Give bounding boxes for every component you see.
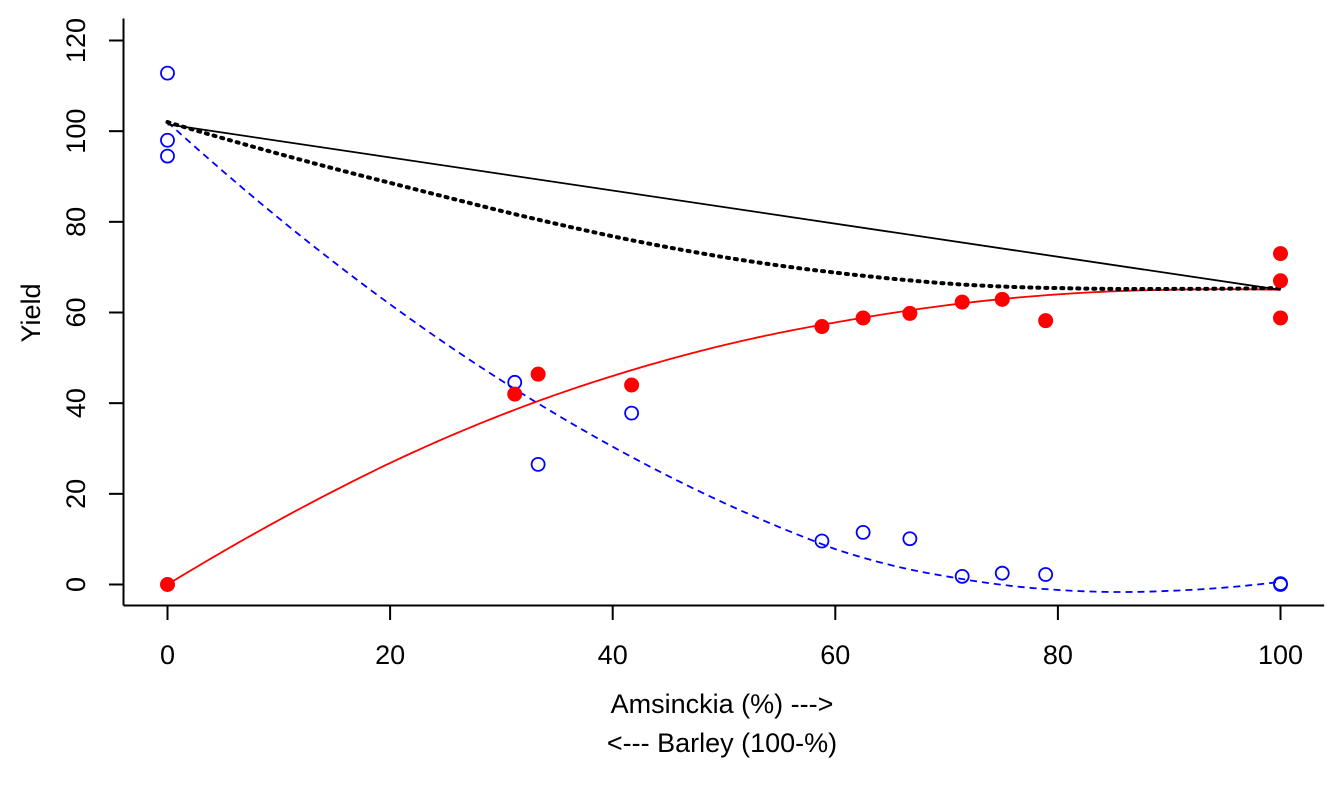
plot-points (160, 65, 1288, 592)
y-tick-label: 100 (61, 109, 91, 154)
amsinckia-point (507, 386, 523, 402)
barley-point (160, 132, 175, 148)
x-axis-label: Amsinckia (%) ---> (611, 689, 834, 719)
amsinckia-point (1273, 310, 1288, 326)
amsinckia-point (814, 319, 830, 335)
barley-point (855, 524, 871, 540)
plot-lines (165, 120, 1283, 593)
amsinckia-point (1273, 273, 1288, 289)
barley-point (814, 533, 830, 549)
barley-point (624, 405, 640, 421)
y-axis: 0 20 40 60 80 100 120 (61, 18, 125, 606)
x-tick-label: 60 (820, 640, 850, 670)
barley-point (160, 148, 175, 164)
x-axis: 0 20 40 60 80 100 (123, 604, 1325, 670)
linear-reference-line (167, 123, 1281, 291)
x-tick-label: 100 (1258, 640, 1303, 670)
x-tick-label: 0 (160, 640, 175, 670)
x-ticks: 0 20 40 60 80 100 (160, 605, 1303, 670)
barley-point (1038, 567, 1054, 582)
barley-point (160, 65, 175, 81)
x-tick-label: 40 (598, 640, 628, 670)
y-tick-label: 20 (61, 479, 91, 509)
barley-point (902, 531, 918, 547)
x-tick-label: 20 (375, 640, 405, 670)
barley-point (1273, 577, 1288, 592)
y-tick-label: 80 (61, 207, 91, 237)
amsinckia-point (530, 366, 546, 382)
x-tick-label: 80 (1043, 640, 1073, 670)
amsinckia-point (160, 577, 175, 592)
x-axis-label-secondary: <--- Barley (100-%) (607, 728, 837, 758)
amsinckia-point (994, 291, 1010, 307)
amsinckia-point (1273, 246, 1288, 262)
total-fit-line (165, 120, 1283, 292)
amsinckia-point (624, 377, 640, 393)
amsinckia-point (855, 310, 871, 326)
y-tick-label: 60 (61, 297, 91, 327)
barley-point (994, 565, 1010, 581)
amsinckia-fit-line (167, 288, 1281, 586)
amsinckia-point (954, 294, 970, 310)
barley-point (954, 568, 970, 584)
amsinckia-point (902, 305, 918, 321)
y-tick-label: 0 (61, 577, 91, 592)
y-tick-label: 40 (61, 388, 91, 418)
barley-fit-line (166, 121, 1281, 593)
amsinckia-point (1038, 313, 1054, 329)
y-tick-label: 120 (61, 18, 91, 63)
barley-point (530, 456, 546, 472)
y-ticks: 0 20 40 60 80 100 120 (61, 18, 124, 592)
y-axis-label: Yield (16, 283, 46, 342)
